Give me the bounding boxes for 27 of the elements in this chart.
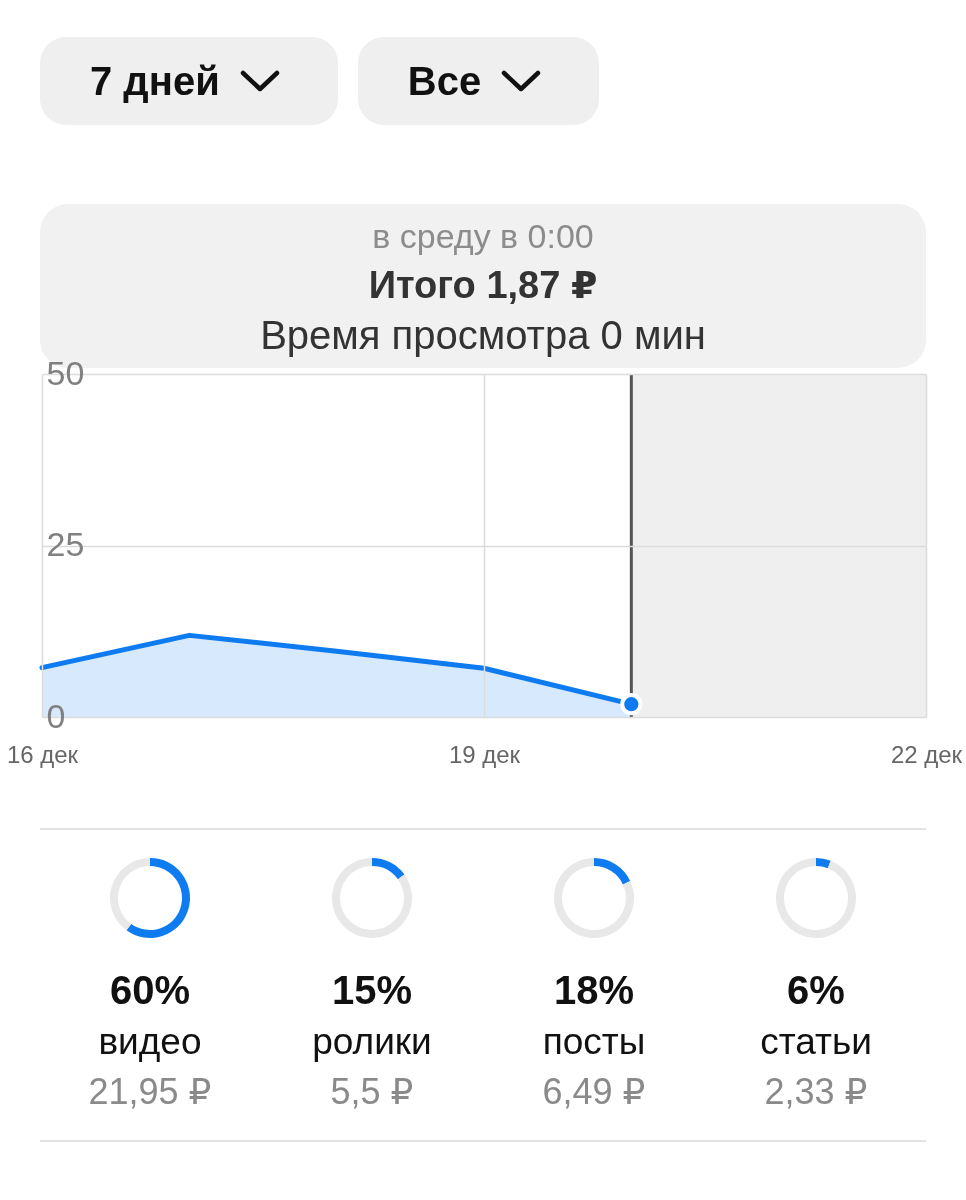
x-tick-label: 19 дек [448, 740, 521, 768]
donut-slice [110, 858, 150, 931]
text: 6% [787, 967, 845, 1013]
text: посты [542, 1021, 646, 1062]
donut-slice [372, 858, 405, 880]
text: видео [98, 1021, 202, 1062]
donut-slice [126, 858, 190, 938]
donut-slice [816, 858, 831, 869]
text: статьи [760, 1021, 872, 1062]
donut-slice [594, 858, 631, 885]
text: 2,33 ₽ [764, 1071, 868, 1112]
dropdown-button[interactable]: Все [357, 37, 600, 125]
text: 21,95 ₽ [88, 1071, 212, 1112]
donut-slice [332, 858, 412, 938]
dropdown-button[interactable]: 7 дней [40, 37, 338, 125]
y-tick-label: 25 [46, 525, 85, 563]
x-tick-label: 22 дек [890, 740, 963, 768]
donut-slice [776, 858, 856, 938]
y-tick-label: 0 [46, 696, 66, 735]
text: 18% [553, 967, 635, 1013]
donut-slice [554, 858, 634, 938]
x-tick-label: 16 дек [6, 740, 79, 768]
text: 5,5 ₽ [330, 1071, 414, 1112]
text: 60% [109, 967, 191, 1013]
text: 6,49 ₽ [542, 1071, 646, 1112]
text: ролики [312, 1021, 432, 1062]
text: 15% [331, 967, 413, 1013]
